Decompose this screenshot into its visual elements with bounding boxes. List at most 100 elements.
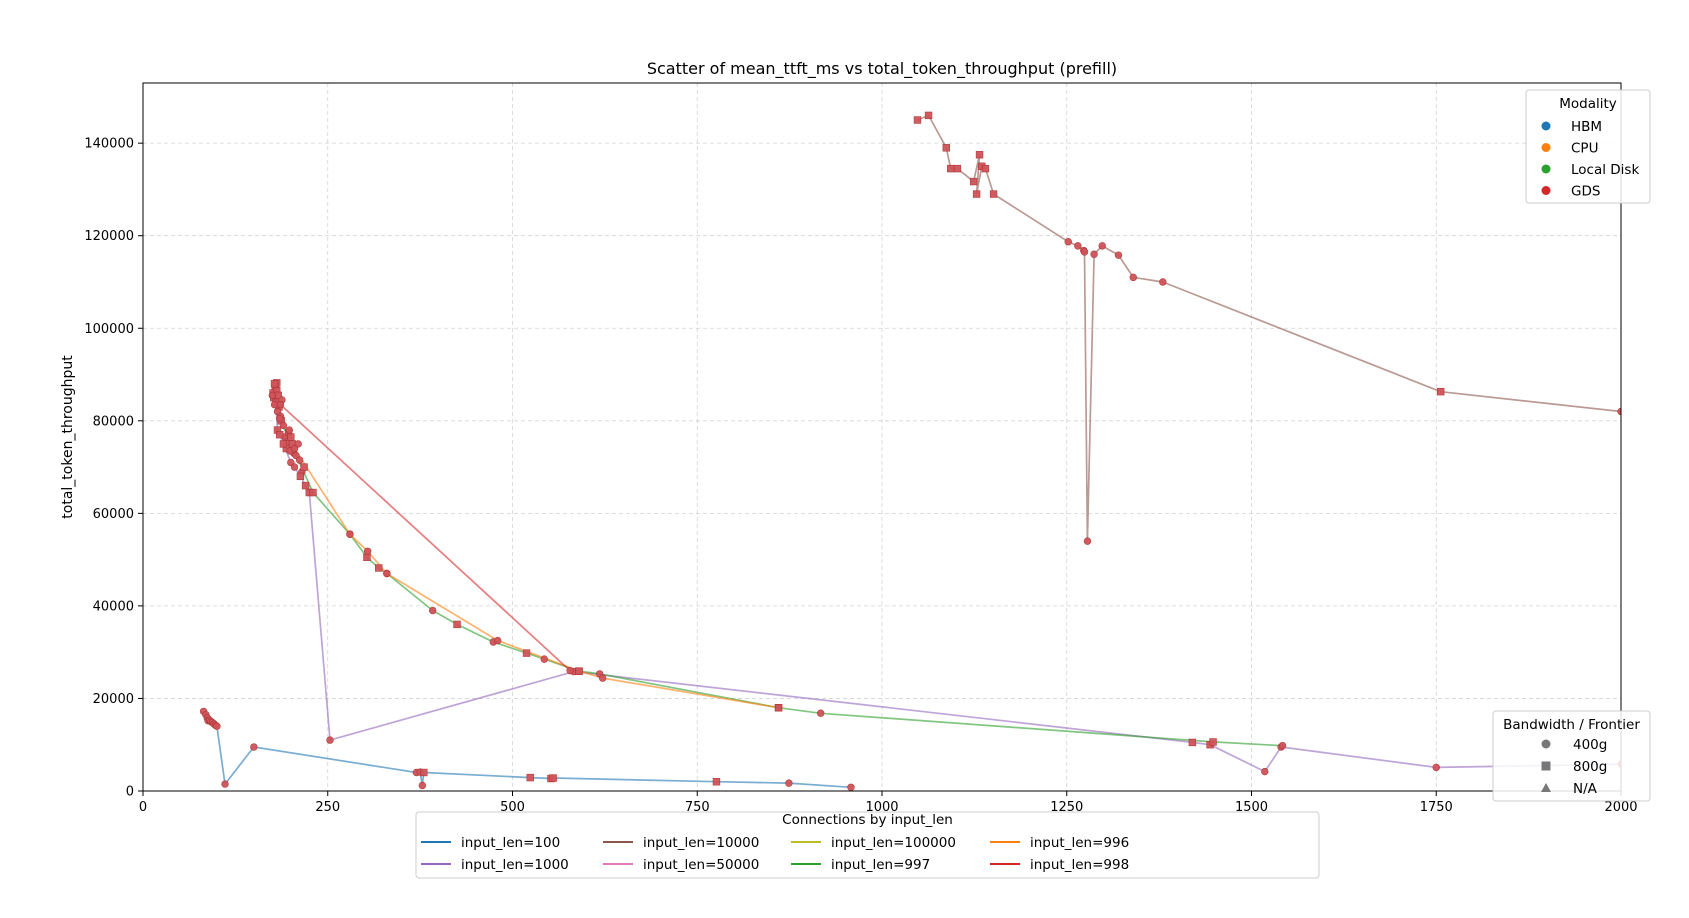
data-point: [1432, 763, 1440, 772]
bandwidth-legend-label: N/A: [1573, 781, 1598, 797]
data-point: [1188, 738, 1197, 747]
data-point: [420, 768, 428, 777]
data-point: [575, 667, 583, 675]
data-point: [287, 433, 295, 441]
data-point: [300, 463, 308, 471]
data-point: [363, 553, 371, 562]
data-point: [221, 780, 229, 788]
x-tick-label: 500: [500, 800, 525, 815]
connections-legend-label: input_len=100000: [831, 835, 956, 851]
data-point: [953, 164, 962, 173]
y-tick-label: 140000: [84, 137, 134, 152]
y-tick-label: 60000: [93, 507, 134, 522]
modality-legend-marker: [1541, 186, 1551, 195]
data-point: [1114, 251, 1123, 259]
modality-legend-title: Modality: [1559, 96, 1617, 112]
data-point: [1080, 248, 1089, 256]
connections-legend-label: input_len=50000: [643, 857, 759, 873]
bandwidth-legend-label: 400g: [1573, 737, 1607, 753]
connections-legend-label: input_len=1000: [461, 857, 569, 873]
data-point: [989, 190, 998, 198]
x-tick-label: 750: [685, 800, 710, 815]
connections-legend-title: Connections by input_len: [782, 812, 953, 828]
data-point: [924, 111, 933, 120]
data-point: [549, 774, 557, 782]
data-point: [295, 456, 304, 464]
data-point: [566, 666, 574, 675]
data-point: [296, 472, 305, 481]
y-tick-label: 20000: [93, 692, 134, 707]
data-point: [279, 421, 288, 430]
x-tick-label: 0: [139, 800, 147, 815]
x-tick-label: 1500: [1235, 800, 1268, 815]
data-point: [942, 144, 950, 152]
modality-legend-marker: [1541, 164, 1551, 174]
connections-legend-box: [415, 811, 1320, 879]
x-tick-label: 1750: [1420, 800, 1453, 815]
data-point: [1074, 242, 1082, 250]
connections-legend-label: input_len=998: [1030, 857, 1129, 873]
data-point: [1209, 738, 1217, 746]
data-point: [785, 779, 793, 787]
data-point: [494, 636, 502, 645]
data-point: [383, 569, 391, 578]
data-point: [1064, 238, 1072, 246]
data-point: [418, 781, 427, 790]
data-point: [276, 400, 285, 409]
data-point: [522, 649, 531, 657]
series-line: [279, 403, 571, 672]
bandwidth-legend-title: Bandwidth / Frontier: [1503, 717, 1640, 733]
data-point: [375, 564, 383, 572]
data-point: [774, 704, 783, 712]
data-point: [268, 391, 277, 400]
data-point: [1098, 242, 1106, 250]
data-point: [279, 440, 288, 448]
bandwidth-legend-marker: [1541, 783, 1551, 792]
bandwidth-legend-box: [1492, 710, 1651, 802]
data-point: [526, 773, 534, 782]
data-point: [250, 743, 258, 751]
connections-legend-label: input_len=996: [1030, 835, 1129, 851]
data-point: [947, 164, 955, 173]
data-point: [847, 783, 855, 791]
data-point: [309, 488, 317, 497]
y-axis-label: total_token_throughput: [60, 355, 76, 519]
data-point: [969, 177, 978, 186]
data-point: [326, 736, 334, 744]
data-point: [1159, 278, 1167, 286]
data-point: [1090, 250, 1098, 258]
connections-legend-label: input_len=10000: [643, 835, 759, 851]
data-point: [213, 722, 221, 730]
data-point: [276, 414, 284, 423]
data-point: [1129, 273, 1137, 282]
connections-legend-label: input_len=100: [461, 835, 560, 851]
y-tick-label: 100000: [84, 322, 134, 337]
x-tick-label: 1250: [1050, 800, 1083, 815]
modality-legend-marker: [1541, 143, 1551, 152]
data-point: [712, 778, 721, 786]
data-point: [270, 380, 279, 388]
data-point: [816, 709, 825, 717]
data-point: [285, 426, 294, 434]
data-point: [598, 674, 607, 682]
x-tick-label: 1000: [865, 800, 898, 815]
legends: Modality HBM CPU Local Disk GDS Bandwidth / F…: [415, 89, 1651, 879]
modality-legend-marker: [1541, 121, 1551, 131]
data-point: [1436, 387, 1445, 396]
modality-legend-label: HBM: [1571, 119, 1602, 135]
data-point: [1278, 741, 1287, 750]
data-point: [453, 620, 461, 629]
bandwidth-legend-label: 800g: [1573, 759, 1607, 775]
data-point: [290, 444, 299, 453]
y-tick-label: 0: [126, 785, 134, 800]
modality-legend-label: CPU: [1571, 141, 1598, 157]
y-tick-label: 120000: [84, 229, 134, 244]
modality-legend-box: [1525, 89, 1651, 204]
bandwidth-legend-marker: [1541, 761, 1551, 771]
data-point: [363, 547, 372, 555]
data-point: [301, 481, 310, 490]
modality-legend-label: GDS: [1571, 184, 1600, 200]
chart-title: Scatter of mean_ttft_ms vs total_token_t…: [647, 59, 1117, 79]
